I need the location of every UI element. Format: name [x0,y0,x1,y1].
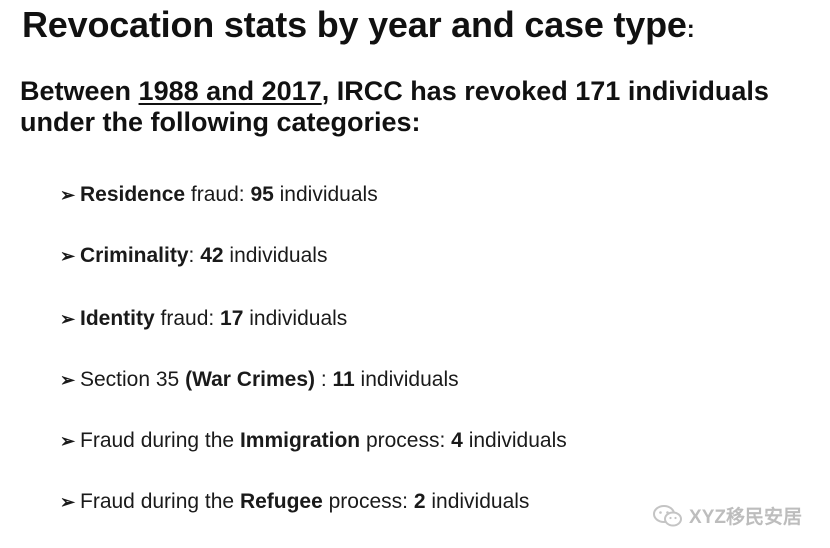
bullet-count: 17 [220,307,244,330]
watermark: XYZ移民安居 [653,502,802,529]
intro-years: 1988 and 2017 [138,76,322,106]
bullet-category: Identity [80,307,155,330]
bullet-category: Refugee [239,490,323,513]
bullet-mid: fraud: [185,183,251,206]
arrow-bullet-icon: ➢ [60,309,76,329]
intro-after: , IRCC has revoked 171 individuals under… [20,76,769,137]
bullet-count: 42 [200,244,224,267]
arrow-bullet-icon: ➢ [60,492,76,512]
bullet-residence: ➢ Residence fraud: 95 individuals [60,183,378,207]
bullet-post: individuals [425,490,530,513]
bullet-identity: ➢ Identity fraud: 17 individuals [60,307,347,331]
arrow-bullet-icon: ➢ [60,431,76,451]
bullet-pre: Fraud during the [80,429,240,452]
intro-before: Between [20,76,139,106]
intro-paragraph: Between 1988 and 2017, IRCC has revoked … [20,76,810,138]
arrow-bullet-icon: ➢ [60,370,76,390]
bullet-category: Residence [80,183,186,206]
bullet-count: 2 [413,490,426,513]
bullet-immigration: ➢ Fraud during the Immigration process: 4… [60,429,567,453]
bullet-mid: : [315,368,333,391]
bullet-mid: process: [360,429,452,452]
watermark-text: XYZ移民安居 [689,507,802,528]
title-colon: : [686,16,695,43]
bullet-post: individuals [462,429,567,452]
bullet-count: 95 [250,183,274,206]
bullet-criminality: ➢ Criminality: 42 individuals [60,244,327,268]
bullet-mid: : [188,244,201,267]
arrow-bullet-icon: ➢ [60,185,76,205]
bullet-post: individuals [354,368,459,391]
title-text: Revocation stats by year and case type [22,4,687,45]
bullet-mid: process: [322,490,414,513]
bullet-post: individuals [273,183,378,206]
bullet-war-crimes: ➢ Section 35 (War Crimes) : 11 individual… [60,368,459,392]
bullet-mid: fraud: [154,307,221,330]
arrow-bullet-icon: ➢ [60,246,76,266]
wechat-icon [653,504,683,527]
bullet-count: 11 [332,368,355,391]
bullet-category: Immigration [239,429,361,452]
bullet-post: individuals [243,307,348,330]
bullet-refugee: ➢ Fraud during the Refugee process: 2 ind… [60,490,529,514]
bullet-category: Criminality [80,244,189,267]
bullet-category: (War Crimes) [185,368,315,391]
bullet-pre: Section 35 [80,368,186,391]
bullet-pre: Fraud during the [80,490,240,513]
page-title: Revocation stats by year and case type: [22,4,695,46]
bullet-count: 4 [451,429,463,452]
bullet-post: individuals [223,244,328,267]
